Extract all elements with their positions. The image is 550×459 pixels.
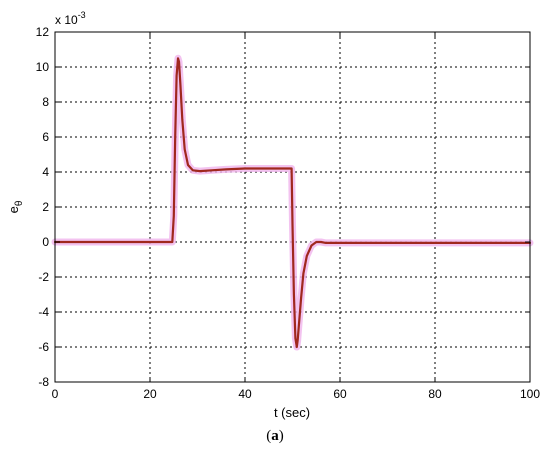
series-line	[53, 57, 532, 349]
y-tick-label: -6	[38, 340, 49, 354]
x-tick-label: 0	[52, 387, 59, 401]
svg-text:eθ: eθ	[6, 200, 25, 213]
y-multiplier-exponent: -3	[78, 10, 86, 20]
y-tick-label: -2	[38, 270, 49, 284]
y-tick-label: 8	[42, 95, 49, 109]
figure-caption: (a)	[0, 428, 550, 445]
y-axis-label: eθ	[6, 200, 25, 213]
y-tick-label: -4	[38, 305, 49, 319]
y-tick-label: 0	[42, 235, 49, 249]
y-multiplier-base: x 10	[55, 13, 78, 27]
series-main-line	[53, 57, 532, 349]
x-axis-label: t (sec)	[274, 405, 310, 420]
ticks	[54, 31, 531, 383]
y-tick-label: 2	[42, 200, 49, 214]
x-tick-label: 40	[238, 387, 252, 401]
y-tick-label: 12	[36, 25, 50, 39]
y-axis-label-main: e	[6, 206, 21, 213]
x-tick-label: 100	[520, 387, 540, 401]
y-tick-labels: -8 -6 -4 -2 0 2 4 6 8 10 12	[36, 25, 50, 389]
grid	[55, 32, 530, 382]
x-tick-label: 80	[428, 387, 442, 401]
y-tick-label: 6	[42, 130, 49, 144]
y-tick-label: -8	[38, 375, 49, 389]
y-axis-label-subscript: θ	[14, 200, 25, 206]
x-tick-label: 60	[333, 387, 347, 401]
y-tick-label: 4	[42, 165, 49, 179]
y-tick-label: 10	[36, 60, 50, 74]
caption-label: a	[271, 428, 279, 444]
x-tick-label: 20	[143, 387, 157, 401]
y-multiplier: x 10-3	[55, 10, 86, 27]
caption-open: (	[266, 428, 272, 444]
caption-close: )	[278, 428, 284, 444]
x-tick-labels: 0 20 40 60 80 100	[52, 387, 541, 401]
